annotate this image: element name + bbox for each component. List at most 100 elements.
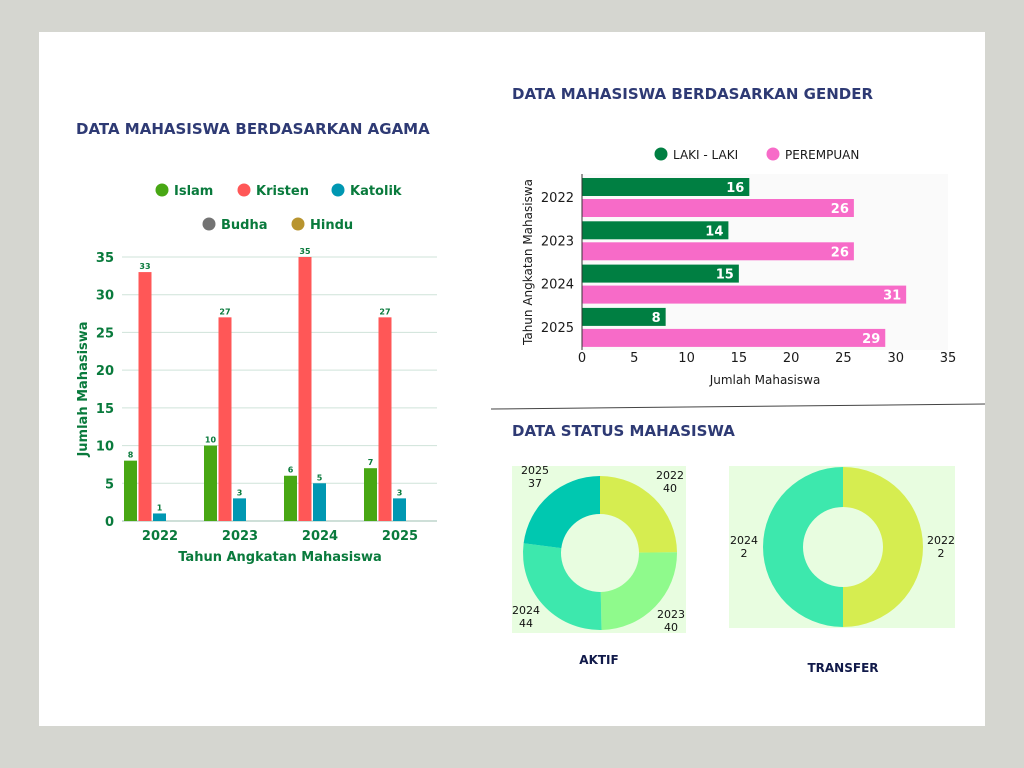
data-label: 7 bbox=[368, 458, 374, 467]
slice-label-value: 2 bbox=[741, 547, 748, 560]
y-tick-label: 20 bbox=[96, 364, 114, 379]
legend-label-hindu: Hindu bbox=[310, 218, 353, 233]
x-tick-label: 10 bbox=[678, 351, 695, 366]
donut-slice-2024 bbox=[763, 467, 843, 627]
x-tick-label: 25 bbox=[835, 351, 852, 366]
bar-perempuan-2023 bbox=[582, 242, 854, 261]
donut-slice-2022 bbox=[600, 476, 677, 553]
x-tick-label: 35 bbox=[940, 351, 957, 366]
x-tick-label: 2024 bbox=[302, 529, 338, 544]
bar-laki-laki-2023 bbox=[582, 221, 729, 240]
bar-katolik-2022 bbox=[153, 513, 166, 521]
data-label: 26 bbox=[831, 245, 849, 260]
bar-laki-laki-2024 bbox=[582, 264, 739, 283]
slice-label-year: 2024 bbox=[512, 604, 540, 617]
dashboard-svg: DATA MAHASISWA BERDASARKAN AGAMA DATA MA… bbox=[76, 85, 985, 675]
bar-katolik-2024 bbox=[313, 483, 326, 521]
bar-perempuan-2024 bbox=[582, 285, 907, 304]
gender-title: DATA MAHASISWA BERDASARKAN GENDER bbox=[512, 85, 873, 103]
legend-label-kristen: Kristen bbox=[256, 184, 309, 199]
y-tick-label: 2022 bbox=[541, 191, 574, 206]
data-label: 5 bbox=[317, 473, 323, 482]
y-tick-label: 35 bbox=[96, 251, 114, 266]
data-label: 26 bbox=[831, 202, 849, 217]
data-label: 6 bbox=[288, 466, 294, 475]
bar-laki-laki-2022 bbox=[582, 178, 750, 196]
bar-kristen-2024 bbox=[298, 257, 312, 521]
slice-label-value: 44 bbox=[519, 617, 533, 630]
legend-label-katolik: Katolik bbox=[350, 184, 402, 199]
bar-islam-2023 bbox=[204, 445, 217, 521]
legend-marker bbox=[654, 147, 668, 161]
data-label: 33 bbox=[139, 262, 150, 271]
bar-laki-laki-2025 bbox=[582, 307, 666, 326]
agama-title: DATA MAHASISWA BERDASARKAN AGAMA bbox=[76, 120, 430, 138]
data-label: 15 bbox=[716, 268, 734, 283]
x-tick-label: 2025 bbox=[382, 529, 418, 544]
x-axis-label: Tahun Angkatan Mahasiswa bbox=[178, 550, 382, 565]
slice-label-year: 2025 bbox=[521, 464, 549, 477]
donut-title: TRANSFER bbox=[807, 661, 878, 675]
legend-marker-budha bbox=[202, 217, 216, 231]
data-label: 16 bbox=[726, 181, 744, 196]
legend-label: LAKI - LAKI bbox=[673, 148, 738, 162]
bar-katolik-2023 bbox=[233, 498, 246, 521]
data-label: 1 bbox=[157, 503, 163, 512]
dashboard-card: DATA MAHASISWA BERDASARKAN AGAMA DATA MA… bbox=[39, 32, 985, 726]
data-label: 35 bbox=[299, 247, 311, 256]
x-tick-label: 20 bbox=[783, 351, 800, 366]
y-axis-label: Jumlah Mahasiswa bbox=[76, 321, 91, 457]
legend-label-budha: Budha bbox=[221, 218, 268, 233]
x-tick-label: 2022 bbox=[142, 529, 178, 544]
slice-label-value: 37 bbox=[528, 477, 542, 490]
legend-marker-kristen bbox=[237, 183, 251, 197]
y-tick-label: 15 bbox=[96, 402, 114, 417]
slice-label-value: 40 bbox=[664, 621, 678, 634]
slice-label-year: 2022 bbox=[927, 534, 955, 547]
data-label: 8 bbox=[128, 451, 134, 460]
status-title: DATA STATUS MAHASISWA bbox=[512, 422, 735, 440]
x-axis-label: Jumlah Mahasiswa bbox=[709, 373, 821, 387]
data-label: 3 bbox=[397, 488, 403, 497]
x-tick-label: 0 bbox=[578, 351, 586, 366]
bar-islam-2022 bbox=[124, 460, 137, 521]
donut-slice-2023 bbox=[600, 552, 677, 630]
y-tick-label: 0 bbox=[105, 515, 114, 530]
data-label: 8 bbox=[652, 311, 661, 326]
bar-kristen-2022 bbox=[138, 272, 152, 521]
donut-slice-2024 bbox=[523, 543, 602, 630]
y-tick-label: 10 bbox=[96, 440, 114, 455]
y-tick-label: 25 bbox=[96, 326, 114, 341]
data-label: 31 bbox=[883, 289, 901, 304]
slice-label-year: 2024 bbox=[730, 534, 758, 547]
bar-kristen-2025 bbox=[378, 317, 392, 521]
section-divider bbox=[490, 403, 985, 410]
donut-slice-2022 bbox=[843, 467, 923, 627]
x-tick-label: 15 bbox=[731, 351, 748, 366]
bar-katolik-2025 bbox=[393, 498, 406, 521]
y-tick-label: 2023 bbox=[541, 234, 574, 249]
bar-islam-2024 bbox=[284, 475, 297, 521]
donut-slice-2025 bbox=[523, 476, 600, 549]
data-label: 27 bbox=[379, 307, 390, 316]
y-tick-label: 5 bbox=[105, 477, 114, 492]
slice-label-year: 2023 bbox=[657, 608, 685, 621]
donut-title: AKTIF bbox=[579, 653, 618, 667]
data-label: 29 bbox=[862, 332, 880, 347]
slice-label-value: 40 bbox=[663, 482, 677, 495]
legend-marker-islam bbox=[155, 183, 169, 197]
legend-marker-katolik bbox=[331, 183, 345, 197]
y-axis-label: Tahun Angkatan Mahasiswa bbox=[521, 179, 535, 346]
legend-marker-hindu bbox=[291, 217, 305, 231]
x-tick-label: 2023 bbox=[222, 529, 258, 544]
bar-perempuan-2025 bbox=[582, 328, 886, 347]
bar-perempuan-2022 bbox=[582, 199, 854, 217]
y-tick-label: 30 bbox=[96, 289, 114, 304]
y-tick-label: 2024 bbox=[541, 278, 574, 293]
bar-kristen-2023 bbox=[218, 317, 232, 521]
legend-label-islam: Islam bbox=[174, 184, 213, 199]
